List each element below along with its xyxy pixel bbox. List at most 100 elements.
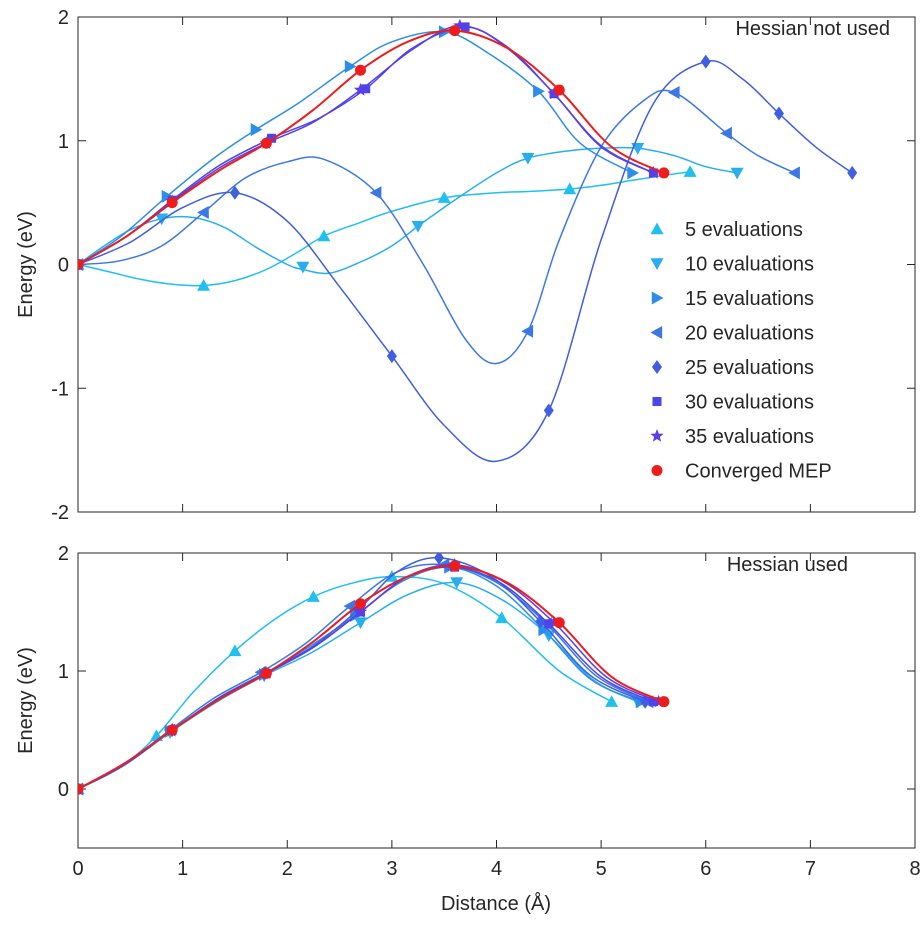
- series-line: [78, 564, 665, 790]
- data-point: [306, 590, 320, 602]
- data-point: [197, 206, 209, 219]
- data-point: [411, 220, 425, 233]
- data-point: [267, 133, 277, 143]
- legend: 5 evaluations 10 evaluations 15 evaluation…: [650, 219, 832, 483]
- data-point: [353, 605, 368, 618]
- legend-marker: [652, 360, 662, 374]
- series-30-evaluations: [78, 22, 658, 269]
- data-point: [847, 165, 858, 180]
- legend-label: 35 evaluations: [685, 426, 814, 448]
- data-point: [354, 617, 367, 630]
- data-point: [453, 18, 467, 32]
- y-tick-label: 1: [58, 661, 69, 683]
- data-point: [543, 403, 554, 418]
- data-point: [553, 84, 565, 96]
- data-point: [605, 695, 619, 707]
- y-tick-label: 0: [58, 779, 69, 801]
- data-point: [700, 54, 711, 69]
- series-15-evaluations: [78, 25, 639, 269]
- data-point: [730, 167, 744, 180]
- data-point: [228, 644, 242, 657]
- x-tick-label: 0: [72, 858, 83, 880]
- series-20-evaluations: [78, 558, 654, 796]
- data-point: [563, 182, 577, 195]
- legend-label: 15 evaluations: [685, 288, 814, 310]
- y-tick-label: 2: [58, 543, 69, 565]
- data-point: [533, 84, 545, 98]
- series-line: [78, 26, 654, 266]
- legend-label: 25 evaluations: [685, 357, 814, 379]
- data-point: [353, 83, 368, 96]
- y-tick-label: 2: [58, 7, 69, 29]
- legend-marker: [651, 465, 663, 476]
- series-25-evaluations: [78, 54, 858, 463]
- data-point: [229, 185, 240, 200]
- y-tick-label: 0: [58, 255, 69, 277]
- x-tick-label: 6: [700, 858, 711, 880]
- data-point: [720, 126, 732, 140]
- data-point: [369, 186, 382, 200]
- data-point: [450, 577, 464, 589]
- data-point: [547, 86, 561, 100]
- data-point: [260, 137, 272, 149]
- data-point: [553, 617, 565, 629]
- legend-marker: [651, 291, 664, 305]
- x-tick-label: 2: [282, 858, 293, 880]
- data-point: [166, 197, 178, 209]
- data-point: [434, 553, 444, 565]
- panel-annotation: Hessian not used: [735, 18, 890, 40]
- legend-marker: [650, 429, 664, 442]
- data-point: [166, 724, 178, 736]
- y-tick-label: -2: [51, 502, 69, 524]
- data-point: [788, 166, 800, 180]
- panel-bottom: 0 1 2 3 4 5 6 7 8 0 1 2 Energy (eV) Hessian used: [15, 543, 921, 880]
- data-point: [495, 611, 509, 624]
- data-point: [78, 783, 84, 795]
- legend-label: Converged MEP: [685, 461, 832, 483]
- x-tick-label: 5: [596, 858, 607, 880]
- data-point: [449, 25, 461, 37]
- data-point: [78, 259, 84, 270]
- data-point: [197, 279, 211, 291]
- legend-marker: [652, 397, 662, 406]
- data-point: [667, 86, 680, 99]
- series-converged-mep: [78, 560, 670, 795]
- legend-label: 5 evaluations: [685, 219, 803, 241]
- data-point: [658, 167, 670, 179]
- data-point: [260, 667, 272, 679]
- data-point: [437, 191, 451, 203]
- data-point: [161, 189, 174, 203]
- data-point: [155, 213, 169, 226]
- data-point: [683, 165, 697, 177]
- data-point: [250, 123, 263, 137]
- y-axis-label: Energy (eV): [15, 211, 37, 318]
- y-axis-label: Energy (eV): [15, 647, 37, 754]
- data-point: [640, 694, 651, 709]
- x-tick-label: 7: [805, 858, 816, 880]
- data-point: [627, 166, 639, 180]
- data-point: [296, 261, 310, 274]
- series-line: [78, 146, 738, 275]
- y-tick-label: 1: [58, 131, 69, 153]
- x-axis-label: Distance (Å): [441, 892, 551, 915]
- series-line: [78, 563, 649, 790]
- series-converged-mep: [78, 25, 670, 270]
- data-point: [646, 165, 661, 179]
- data-point: [658, 696, 670, 708]
- data-point: [449, 560, 461, 572]
- series-5-evaluations: [78, 165, 697, 291]
- series-line: [78, 170, 691, 287]
- legend-label: 30 evaluations: [685, 392, 814, 414]
- legend-label: 20 evaluations: [685, 323, 814, 345]
- x-tick-label: 4: [491, 858, 502, 880]
- series-10-evaluations: [78, 143, 744, 275]
- data-point: [344, 60, 357, 73]
- series-35-evaluations: [78, 557, 666, 795]
- data-point: [648, 697, 658, 707]
- data-point: [386, 349, 397, 364]
- legend-marker: [650, 326, 663, 339]
- legend-marker: [650, 258, 664, 270]
- y-tick-label: -1: [51, 378, 69, 400]
- panel-annotation: Hessian used: [727, 554, 848, 576]
